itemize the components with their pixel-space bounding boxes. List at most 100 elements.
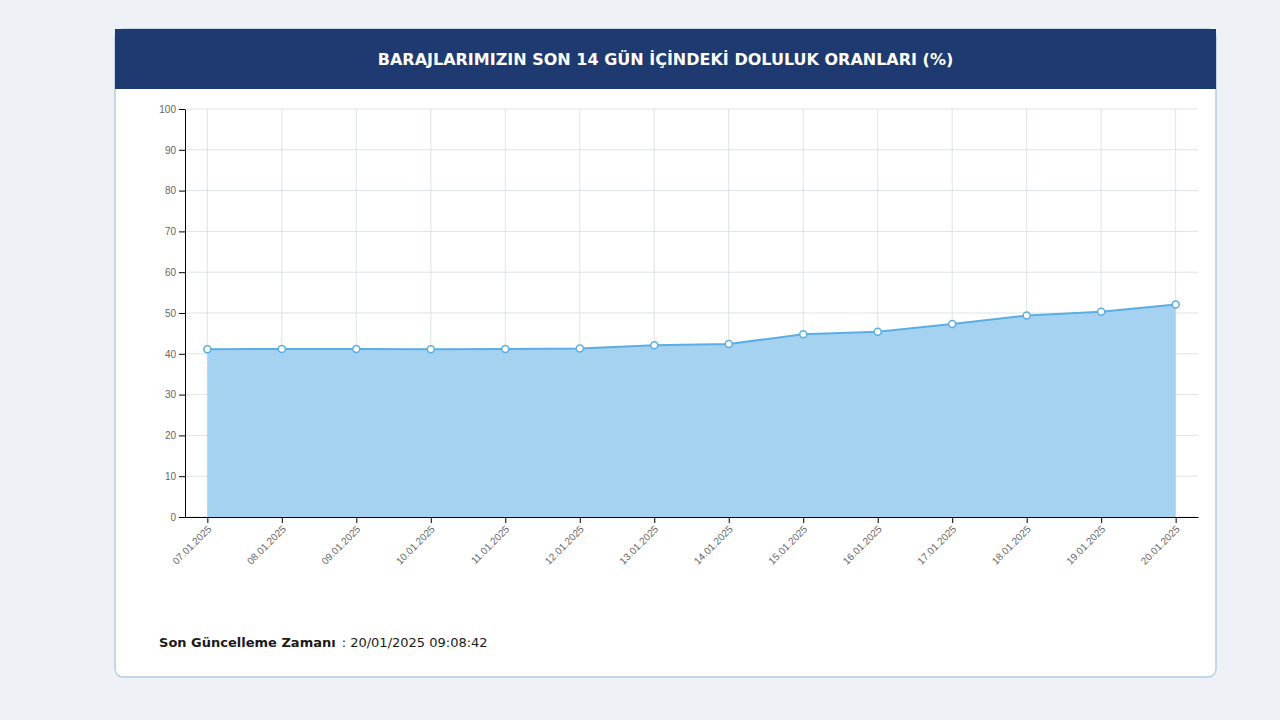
tick: 13.01.2025 — [617, 517, 660, 567]
tick-mark — [179, 435, 185, 436]
marker — [1098, 308, 1105, 315]
tick-label: 70 — [165, 226, 177, 237]
tick-label: 09.01.2025 — [319, 523, 362, 566]
tick-label: 17.01.2025 — [915, 523, 958, 566]
tick-label: 40 — [165, 349, 177, 360]
tick-label: 16.01.2025 — [841, 523, 884, 566]
area — [207, 304, 1175, 517]
tick-label: 08.01.2025 — [245, 523, 288, 566]
y-axis: 0102030405060708090100 — [159, 104, 185, 523]
marker — [353, 345, 360, 352]
grid — [185, 109, 1198, 517]
tick-label: 10 — [165, 471, 177, 482]
tick-mark — [282, 517, 283, 523]
tick-mark — [179, 272, 185, 273]
tick-label: 90 — [165, 145, 177, 156]
tick-mark — [179, 313, 185, 314]
tick-label: 20.01.2025 — [1139, 523, 1182, 566]
tick-label: 11.01.2025 — [469, 523, 512, 566]
marker — [651, 342, 658, 349]
tick-mark — [179, 150, 185, 151]
marker — [1023, 312, 1030, 319]
title-bar — [115, 29, 1216, 89]
panel — [115, 29, 1216, 677]
tick-mark — [179, 354, 185, 355]
grid-line-y — [185, 190, 1198, 191]
marks — [204, 301, 1179, 517]
grid-line-y — [185, 272, 1198, 273]
marker — [874, 328, 881, 335]
tick-mark — [431, 517, 432, 523]
tick-mark — [580, 517, 581, 523]
tick: 18.01.2025 — [990, 517, 1033, 567]
tick-label: 100 — [159, 104, 176, 115]
tick-mark — [803, 517, 804, 523]
tick: 90 — [165, 145, 185, 156]
tick: 40 — [165, 349, 185, 360]
grid-line-y — [185, 109, 1198, 110]
tick: 17.01.2025 — [915, 517, 958, 567]
tick-mark — [1027, 517, 1028, 523]
marker — [204, 346, 211, 353]
marker — [949, 321, 956, 328]
tick-label: 07.01.2025 — [170, 523, 213, 566]
tick-label: 13.01.2025 — [617, 523, 660, 566]
line — [207, 304, 1175, 349]
tick: 11.01.2025 — [469, 517, 512, 566]
marker — [502, 345, 509, 352]
grid-line-y — [185, 231, 1198, 232]
marker — [800, 331, 807, 338]
grid-line-y — [185, 149, 1198, 150]
tick: 07.01.2025 — [170, 517, 213, 567]
tick-label: 18.01.2025 — [990, 523, 1033, 566]
tick-mark — [179, 191, 185, 192]
tick-label: 15.01.2025 — [766, 523, 809, 566]
tick: 15.01.2025 — [766, 517, 809, 567]
marker — [1172, 301, 1179, 308]
tick-label: 50 — [165, 308, 177, 319]
tick-mark — [179, 395, 185, 396]
tick-label: 10.01.2025 — [394, 523, 437, 566]
tick: 14.01.2025 — [692, 517, 735, 567]
tick-label: 14.01.2025 — [692, 523, 735, 566]
annotation: Son Güncelleme Zamanı — [159, 635, 336, 650]
axis-line — [186, 517, 1199, 518]
tick: 20 — [165, 430, 185, 441]
tick: 20.01.2025 — [1139, 517, 1182, 567]
tick-mark — [179, 517, 185, 518]
marker — [278, 345, 285, 352]
title: BARAJLARIMIZIN SON 14 GÜN İÇİNDEKİ DOLUL… — [378, 50, 954, 69]
tick: 08.01.2025 — [245, 517, 288, 567]
marker — [427, 346, 434, 353]
tick: 70 — [165, 226, 185, 237]
tick-mark — [1101, 517, 1102, 523]
tick-mark — [878, 517, 879, 523]
tick-mark — [179, 476, 185, 477]
tick: 12.01.2025 — [543, 517, 586, 567]
tick: 10.01.2025 — [394, 517, 437, 567]
tick: 19.01.2025 — [1064, 517, 1107, 567]
tick: 16.01.2025 — [841, 517, 884, 567]
tick-mark — [654, 517, 655, 523]
tick-mark — [729, 517, 730, 523]
tick-mark — [952, 517, 953, 523]
tick-mark — [356, 517, 357, 523]
tick: 100 — [159, 104, 185, 115]
tick-label: 20 — [165, 430, 177, 441]
tick-label: 80 — [165, 185, 177, 196]
axis-line — [185, 110, 186, 518]
tick-mark — [207, 517, 208, 523]
tick: 0 — [170, 512, 185, 523]
tick: 80 — [165, 185, 185, 196]
tick: 09.01.2025 — [319, 517, 362, 567]
x-axis: 07.01.2025 08.01.2025 09.01.2025 10.01.2025… — [170, 517, 1198, 567]
marker — [725, 341, 732, 348]
tick: 10 — [165, 471, 185, 482]
tick-label: 0 — [170, 512, 176, 523]
tick-mark — [179, 109, 185, 110]
tick-mark — [179, 231, 185, 232]
tick-mark — [1176, 517, 1177, 523]
tick-label: 19.01.2025 — [1064, 523, 1107, 566]
chart: BARAJLARIMIZIN SON 14 GÜN İÇİNDEKİ DOLUL… — [0, 0, 1280, 720]
tick-label: 60 — [165, 267, 177, 278]
